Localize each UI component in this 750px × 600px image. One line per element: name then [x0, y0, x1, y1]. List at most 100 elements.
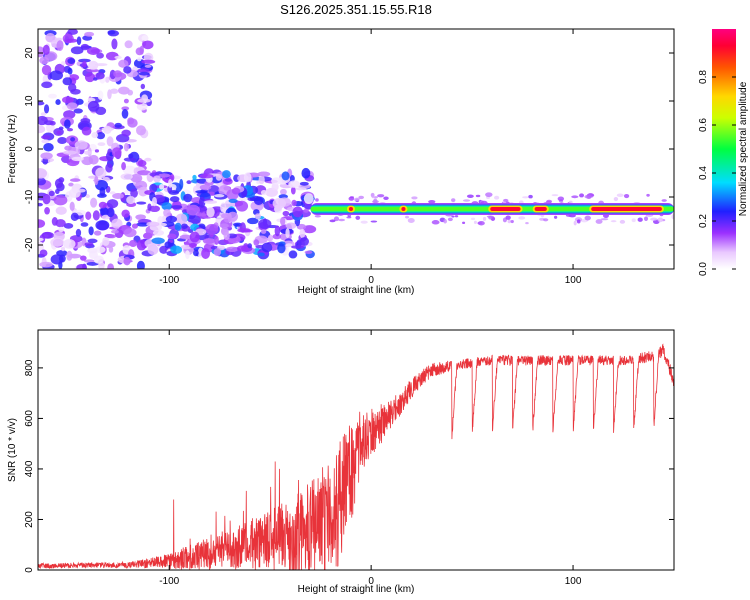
- heatmap-cell: [272, 198, 287, 209]
- heatmap-cell: [49, 120, 56, 126]
- heatmap-cell: [88, 154, 99, 165]
- heatmap-cell: [292, 206, 303, 218]
- heatmap-cell: [223, 231, 230, 241]
- heatmap-cell: [80, 222, 89, 227]
- heatmap-cell: [301, 167, 311, 179]
- heatmap-cell: [503, 198, 509, 202]
- heatmap-cell: [616, 193, 624, 198]
- heatmap-cell: [353, 197, 360, 202]
- heatmap-cell: [274, 225, 281, 237]
- heatmap-cell: [139, 45, 144, 55]
- heatmap-cell: [260, 229, 267, 234]
- heatmap-cell: [103, 125, 112, 134]
- heatmap-cell: [79, 255, 87, 261]
- heatmap-cell: [42, 193, 51, 205]
- heatmap-cell: [199, 173, 214, 179]
- heatmap-cell: [40, 152, 53, 160]
- heatmap-cell: [74, 140, 88, 150]
- heatmap-cell: [157, 216, 164, 225]
- heatmap-cell: [121, 106, 130, 111]
- x-tick-label: 0: [368, 576, 374, 587]
- heatmap-cell: [39, 261, 53, 268]
- heatmap-cell: [600, 218, 609, 221]
- heatmap-cell: [595, 219, 603, 224]
- heatmap-cell: [247, 217, 259, 225]
- heatmap-cell: [49, 70, 64, 81]
- heatmap-cell: [38, 237, 44, 242]
- heatmap-cell: [87, 238, 98, 244]
- heatmap-cell: [63, 223, 74, 229]
- heatmap-cell: [123, 142, 129, 152]
- heatmap-cell: [108, 246, 114, 253]
- heatmap-cell: [153, 175, 161, 183]
- heatmap-cell: [258, 174, 265, 185]
- heatmap-cell: [528, 194, 533, 199]
- heatmap-cell: [650, 217, 658, 221]
- heatmap-cell: [73, 108, 83, 114]
- heatmap-cell: [163, 209, 171, 217]
- heatmap-cell: [202, 238, 215, 244]
- heatmap-cell: [462, 221, 466, 225]
- heatmap-cell: [473, 220, 477, 224]
- heatmap-cell: [136, 201, 147, 205]
- heatmap-cell: [137, 170, 151, 176]
- colorbar-tick-label: 0.2: [698, 214, 709, 228]
- heatmap-cell: [64, 145, 72, 151]
- heatmap-cell: [136, 102, 148, 111]
- heatmap-cell: [48, 93, 57, 99]
- heatmap-cell: [63, 110, 76, 119]
- heatmap-cell: [130, 188, 138, 198]
- heatmap-cell: [58, 226, 65, 233]
- heatmap-cell: [370, 220, 378, 223]
- heatmap-cell: [68, 83, 77, 92]
- heatmap-cell: [105, 76, 110, 83]
- heatmap-cell: [505, 215, 511, 220]
- x-tick-label: 100: [565, 275, 582, 286]
- x-tick-label: -100: [159, 275, 179, 286]
- heatmap-cell: [95, 71, 105, 80]
- heatmap-cell: [62, 77, 73, 86]
- heatmap-cell: [360, 220, 368, 224]
- heatmap-cell: [285, 243, 293, 248]
- heatmap-cell: [96, 52, 104, 59]
- heatmap-cell: [121, 209, 130, 218]
- heatmap-cell: [94, 149, 100, 153]
- heatmap-cell: [123, 256, 131, 266]
- heatmap-cell: [470, 217, 476, 221]
- heatmap-cell: [93, 255, 104, 264]
- heatmap-cell: [518, 216, 526, 220]
- heatmap-cell: [185, 250, 190, 260]
- heatmap-cell: [152, 229, 165, 236]
- heatmap-cell: [43, 143, 54, 152]
- heatmap-cell: [86, 261, 99, 266]
- heatmap-cell: [76, 36, 82, 45]
- heatmap-x-axis-label: Height of straight line (km): [298, 285, 415, 296]
- heatmap-cell: [237, 228, 251, 233]
- heatmap-cell: [428, 200, 436, 204]
- heatmap-cell: [58, 126, 64, 130]
- heatmap-cell: [288, 250, 298, 259]
- heatmap-cell: [41, 139, 50, 144]
- heatmap-cell: [228, 198, 238, 203]
- heatmap-cell: [203, 200, 218, 204]
- heatmap-cell: [447, 217, 453, 222]
- heatmap-cell: [151, 237, 165, 244]
- heatmap-cell: [475, 194, 481, 198]
- snr-x-axis-label: Height of straight line (km): [298, 584, 415, 595]
- heatmap-cell: [299, 228, 306, 239]
- heatmap-cell: [254, 213, 261, 220]
- heatmap-cell: [236, 245, 249, 252]
- heatmap-cell: [114, 55, 122, 60]
- heatmap-cell: [451, 198, 456, 202]
- heatmap-cell: [619, 219, 626, 224]
- y-tick-label: 10: [24, 95, 35, 107]
- heatmap-cell: [126, 195, 136, 205]
- heatmap-cell: [407, 218, 415, 223]
- heatmap-cell: [123, 66, 132, 74]
- heatmap-cell: [141, 35, 149, 42]
- heatmap-cell: [333, 216, 340, 222]
- heatmap-cell: [168, 178, 173, 188]
- heatmap-cell: [93, 230, 102, 236]
